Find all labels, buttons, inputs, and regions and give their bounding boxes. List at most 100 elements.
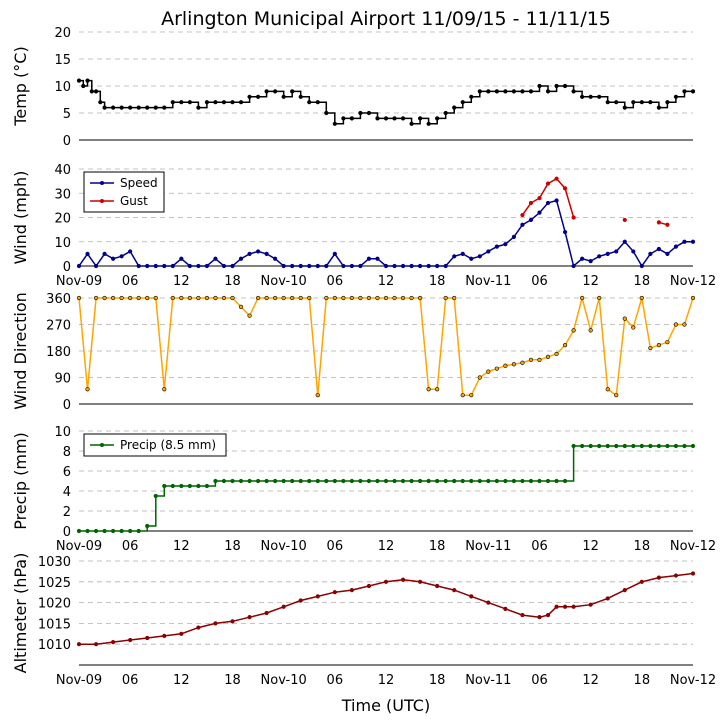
data-point [324,263,329,269]
data-point [494,89,499,94]
data-point [281,295,286,301]
data-point [537,615,542,620]
data-point [528,217,534,223]
y-tick-label: 180 [46,345,71,360]
x-tick-label: Nov-12 [670,539,716,554]
data-point [460,251,465,256]
data-point [170,483,175,489]
data-point [290,478,295,484]
data-point [238,304,244,309]
data-point [443,263,448,269]
data-point [460,393,465,398]
data-point [580,295,585,301]
data-point [213,256,218,261]
data-point [597,443,602,449]
data-point [196,105,201,110]
data-point [273,89,278,94]
data-point [162,105,167,110]
data-point [452,478,457,484]
data-point [213,621,218,626]
data-point [588,328,593,333]
x-tick-label: 18 [634,673,651,688]
data-point [656,443,661,449]
x-tick-label: Nov-12 [670,274,716,289]
x-tick-label: 12 [378,539,395,554]
y-axis-label: Wind (mph) [11,171,30,265]
legend-marker [100,181,104,185]
data-point [187,100,192,105]
data-point [221,100,227,105]
data-point [366,295,372,301]
data-point [204,100,210,105]
x-tick-label: 06 [327,274,344,289]
data-point [315,478,320,484]
y-tick-label: 360 [46,292,71,307]
data-point [452,105,457,110]
x-tick-label: 06 [327,673,344,688]
data-point [332,478,337,484]
y-tick-label: 10 [54,80,71,95]
data-point [494,478,499,484]
data-point [656,343,661,348]
data-point [315,393,320,398]
data-point [426,263,431,269]
data-point [76,295,82,301]
data-point [324,295,329,301]
data-point [545,354,551,359]
data-point [153,295,158,301]
y-tick-label: 0 [63,260,71,275]
data-point [418,116,423,121]
data-point [665,222,670,227]
x-tick-label: 12 [582,539,599,554]
data-point [400,116,406,121]
y-tick-label: 2 [63,505,71,520]
x-tick-label: 06 [122,673,139,688]
data-point [358,295,363,301]
data-point [597,94,602,99]
data-point [562,343,568,348]
data-point [537,83,542,89]
data-point [554,176,559,181]
x-tick-label: Nov-11 [465,274,511,289]
y-tick-label: 6 [63,465,71,480]
data-point [571,263,576,269]
x-tick-label: 18 [224,539,241,554]
data-point [102,105,107,110]
data-point [76,263,82,269]
data-point [435,387,440,392]
data-point [486,600,491,605]
data-point [511,478,517,484]
x-tick-label: 18 [634,539,651,554]
data-point [273,478,278,484]
data-point [409,295,414,301]
data-point [290,295,295,301]
data-point [656,575,661,580]
data-point [511,362,517,367]
data-point [230,263,235,269]
y-tick-label: 0 [63,398,71,413]
data-point [400,263,406,269]
series-line-altimeter [79,572,694,645]
data-point [136,295,141,301]
data-point [469,478,474,484]
data-point [588,94,593,99]
data-point [196,625,201,630]
figure-title: Arlington Municipal Airport 11/09/15 - 1… [161,8,611,30]
y-tick-label: 1020 [38,597,71,612]
data-point [196,483,201,489]
data-point [597,254,602,259]
data-point [520,612,525,618]
data-point [98,100,103,105]
data-point [537,196,542,201]
data-point [247,615,252,620]
data-point [162,483,167,489]
data-point [298,478,303,484]
data-point [128,528,133,534]
data-point [349,588,354,593]
panel-wind: 0 10 20 30 40 Nov-09 06 12 18 Nov-10 06 12 18 Nov-11 0… [11,163,716,289]
data-point [656,246,661,252]
data-point [102,295,107,301]
data-point [170,263,175,269]
x-tick-label: 06 [327,539,344,554]
data-point [93,295,99,301]
